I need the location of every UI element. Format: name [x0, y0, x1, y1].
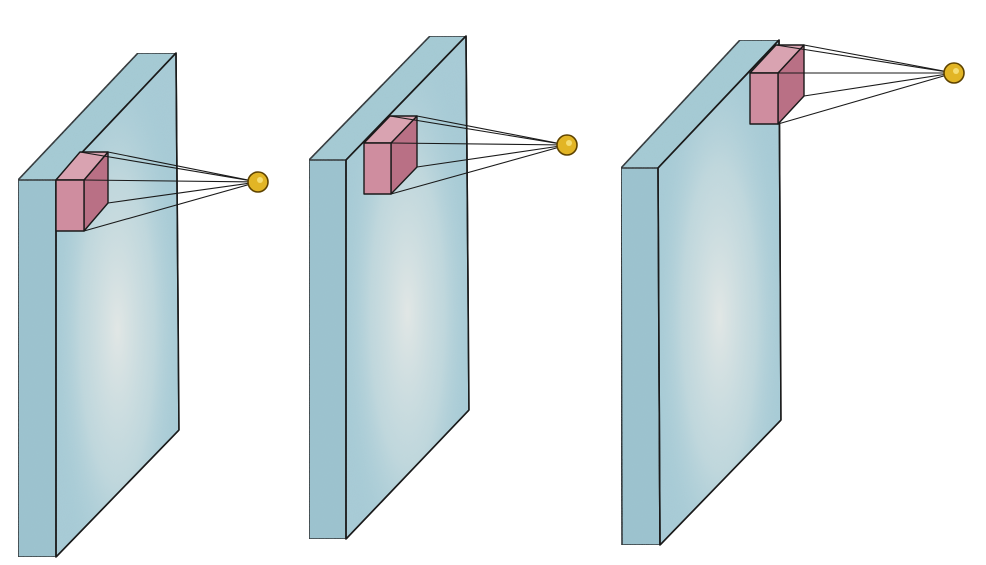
panel-3: [620, 39, 965, 546]
slab-side-face: [308, 159, 347, 540]
projection-lines: [389, 115, 568, 195]
projection-line: [83, 181, 259, 232]
neuron-highlight: [257, 177, 263, 183]
projection-line: [107, 181, 259, 204]
slab-wash: [658, 40, 781, 545]
projection-line: [79, 151, 259, 183]
kernel-cube: [363, 115, 418, 195]
panel-2: [308, 35, 578, 540]
projection-line: [777, 72, 955, 125]
projection-line: [389, 115, 568, 146]
slab-front-outline: [657, 39, 782, 546]
projection-line: [416, 144, 568, 168]
neuron-highlight: [566, 140, 572, 146]
projection-lines: [79, 151, 259, 232]
projection-line: [775, 44, 955, 74]
kernel-front-face: [749, 72, 779, 125]
slab-side-face: [17, 179, 57, 558]
kernel-cube: [749, 44, 805, 125]
projection-line: [416, 115, 568, 146]
projection-lines: [775, 44, 955, 125]
projection-line: [390, 142, 568, 146]
slab-side-face: [620, 167, 661, 546]
kernel-front-face: [363, 142, 392, 195]
projection-line: [83, 179, 259, 183]
neuron-highlight: [953, 68, 959, 74]
projection-line: [390, 144, 568, 195]
projection-line: [107, 151, 259, 183]
kernel-front-face: [55, 179, 85, 232]
panel-1: [17, 52, 269, 558]
slab-front-outline: [55, 52, 180, 558]
projection-line: [803, 72, 955, 97]
slab-front-outline: [345, 35, 470, 540]
projection-line: [803, 44, 955, 74]
